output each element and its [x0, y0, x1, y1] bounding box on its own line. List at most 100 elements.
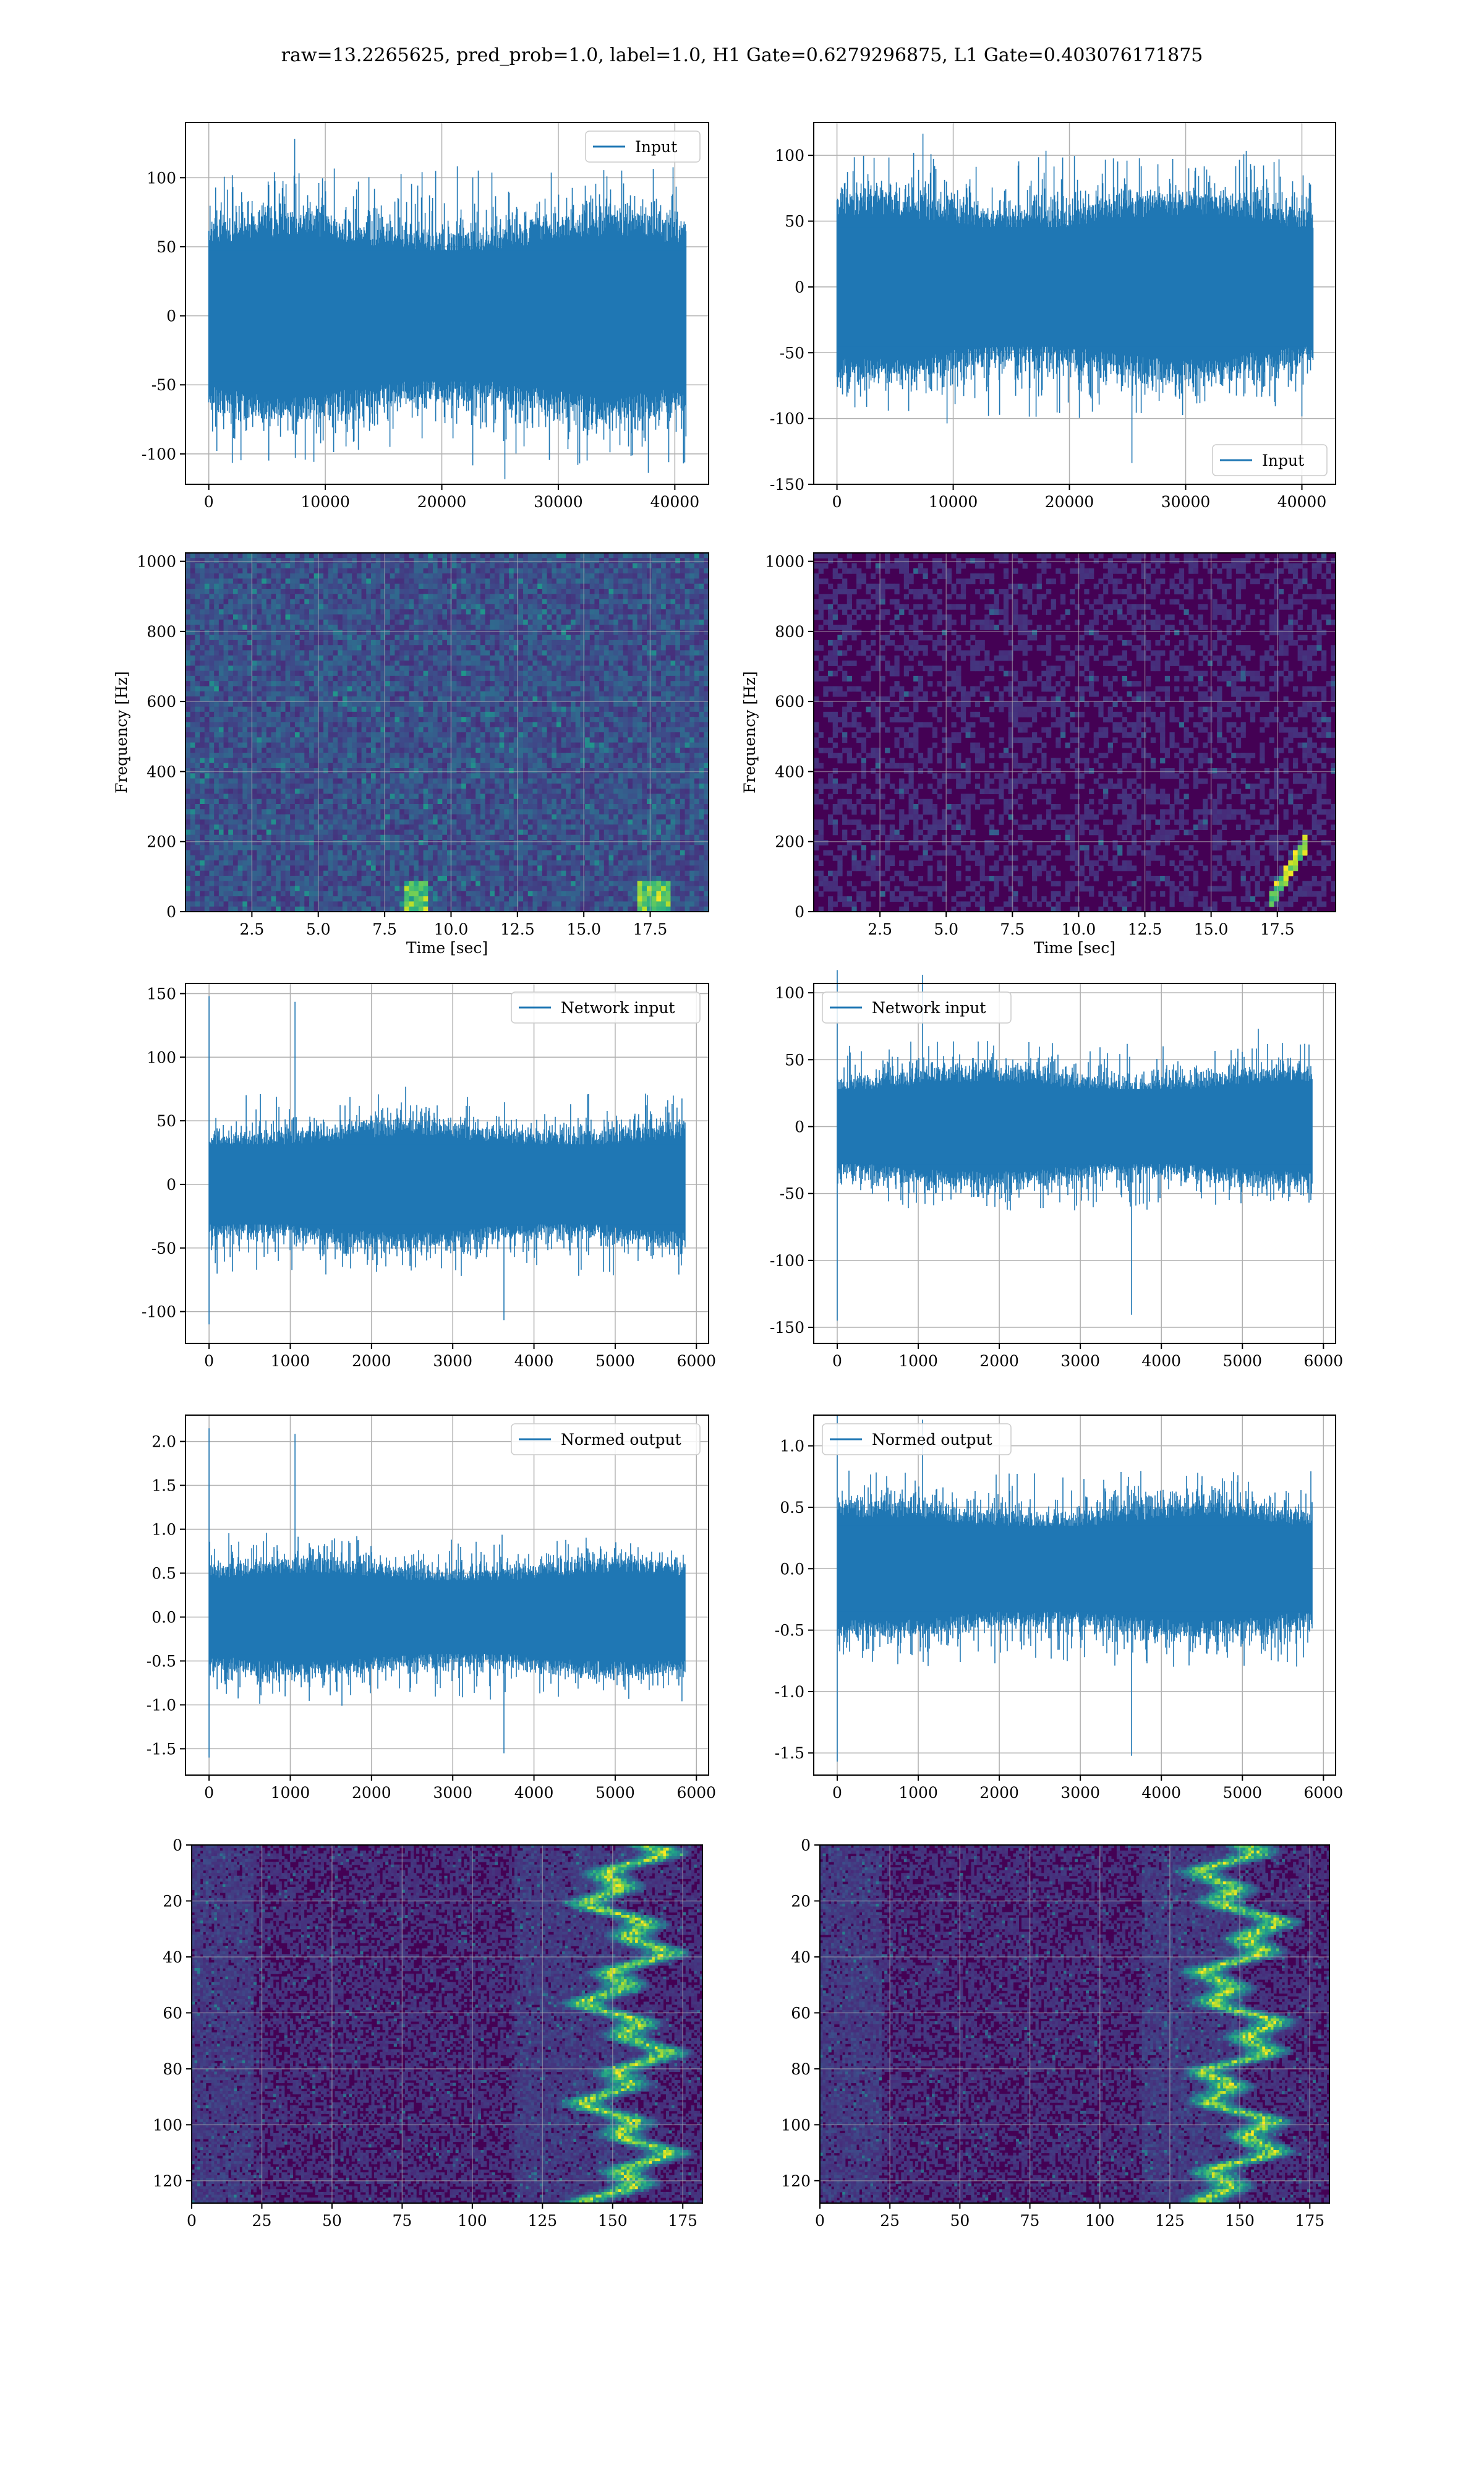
heatmap-cell	[385, 645, 390, 651]
heatmap-cell	[338, 630, 343, 635]
heatmap-cell	[456, 661, 461, 666]
heatmap-cell	[281, 589, 286, 594]
heatmap-cell	[281, 604, 286, 610]
heatmap-cell	[461, 650, 466, 656]
heatmap-cell	[561, 671, 566, 677]
heatmap-cell	[271, 589, 276, 594]
heatmap-cell	[290, 691, 295, 697]
heatmap-cell	[190, 656, 195, 661]
heatmap-cell	[500, 589, 505, 594]
heatmap-cell	[642, 681, 647, 687]
heatmap-cell	[571, 650, 576, 656]
heatmap-cell	[566, 620, 571, 625]
heatmap-cell	[556, 609, 561, 615]
heatmap-cell	[509, 568, 514, 574]
heatmap-cell	[233, 553, 238, 559]
heatmap-cell	[480, 599, 485, 605]
heatmap-cell	[490, 671, 495, 677]
heatmap-cell	[618, 691, 623, 697]
heatmap-cell	[304, 676, 309, 682]
heatmap-cell	[618, 553, 623, 559]
heatmap-cell	[514, 573, 519, 579]
heatmap-cell	[552, 691, 556, 697]
heatmap-cell	[608, 630, 613, 635]
heatmap-cell	[675, 630, 680, 635]
heatmap-cell	[514, 625, 519, 630]
heatmap-cell	[404, 568, 409, 574]
heatmap-cell	[452, 553, 457, 559]
heatmap-cell	[613, 645, 618, 651]
heatmap-cell	[343, 640, 348, 646]
heatmap-cell	[281, 578, 286, 584]
heatmap-cell	[205, 650, 210, 656]
heatmap-cell	[556, 599, 561, 605]
heatmap-cell	[552, 661, 556, 666]
heatmap-cell	[523, 661, 528, 666]
heatmap-cell	[424, 635, 429, 641]
heatmap-cell	[252, 671, 257, 677]
heatmap-cell	[666, 584, 671, 589]
heatmap-cell	[323, 701, 328, 707]
heatmap-cell	[456, 701, 461, 707]
heatmap-cell	[504, 625, 509, 630]
heatmap-cell	[475, 599, 480, 605]
heatmap-cell	[495, 614, 500, 620]
heatmap-cell	[628, 599, 633, 605]
heatmap-cell	[257, 599, 262, 605]
heatmap-cell	[566, 630, 571, 635]
heatmap-cell	[190, 635, 195, 641]
heatmap-cell	[456, 578, 461, 584]
heatmap-cell	[495, 620, 500, 625]
heatmap-cell	[685, 604, 690, 610]
heatmap-cell	[656, 656, 661, 661]
heatmap-cell	[442, 671, 447, 677]
heatmap-cell	[670, 666, 675, 671]
heatmap-cell	[366, 676, 371, 682]
heatmap-cell	[404, 589, 409, 594]
heatmap-cell	[399, 604, 404, 610]
heatmap-cell	[466, 553, 471, 559]
legend-label: Input	[635, 138, 677, 156]
heatmap-cell	[271, 635, 276, 641]
heatmap-cell	[419, 609, 424, 615]
heatmap-cell	[689, 614, 694, 620]
heatmap-cell	[490, 676, 495, 682]
heatmap-cell	[509, 701, 514, 707]
heatmap-cell	[666, 707, 671, 713]
heatmap-cell	[318, 568, 323, 574]
heatmap-cell	[666, 589, 671, 594]
heatmap-cell	[471, 589, 475, 594]
heatmap-cell	[290, 599, 295, 605]
heatmap-cell	[394, 707, 399, 713]
heatmap-cell	[547, 568, 552, 574]
heatmap-cell	[290, 661, 295, 666]
heatmap-cell	[205, 573, 210, 579]
heatmap-cell	[661, 635, 666, 641]
heatmap-cell	[542, 563, 547, 569]
heatmap-cell	[276, 620, 281, 625]
heatmap-cell	[438, 604, 443, 610]
heatmap-cell	[547, 676, 552, 682]
heatmap-cell	[304, 568, 309, 574]
heatmap-cell	[186, 650, 190, 656]
heatmap-cell	[599, 578, 604, 584]
heatmap-cell	[656, 701, 661, 707]
heatmap-cell	[228, 599, 233, 605]
heatmap-cell	[670, 661, 675, 666]
heatmap-cell	[242, 553, 247, 559]
heatmap-cell	[642, 686, 647, 691]
heatmap-cell	[309, 701, 314, 707]
heatmap-cell	[318, 671, 323, 677]
heatmap-cell	[694, 630, 699, 635]
heatmap-cell	[347, 578, 352, 584]
heatmap-cell	[585, 701, 590, 707]
heatmap-cell	[661, 686, 666, 691]
heatmap-cell	[633, 614, 638, 620]
heatmap-cell	[195, 686, 200, 691]
heatmap-cell	[394, 640, 399, 646]
heatmap-cell	[228, 573, 233, 579]
heatmap-cell	[404, 604, 409, 610]
heatmap-cell	[490, 589, 495, 594]
heatmap-cell	[628, 707, 633, 713]
heatmap-cell	[252, 650, 257, 656]
